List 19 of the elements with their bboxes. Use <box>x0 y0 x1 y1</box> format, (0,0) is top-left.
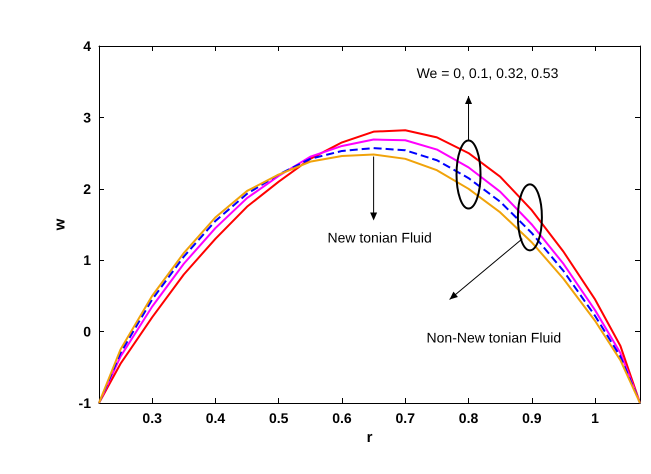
x-tick-label: 0.8 <box>458 410 478 426</box>
x-axis-title: r <box>366 428 373 446</box>
x-tick-label: 0.5 <box>268 410 289 426</box>
y-axis-title: w <box>52 218 69 232</box>
x-tick-label: 0.9 <box>522 410 542 426</box>
annotation: New tonian Fluid <box>327 230 432 246</box>
y-tick-label: 2 <box>83 180 92 197</box>
x-tick-label: 0.6 <box>332 410 352 426</box>
y-tick-label: 1 <box>83 252 92 268</box>
x-tick-label: 0.4 <box>206 410 226 426</box>
y-tick-label: -1 <box>78 395 92 411</box>
x-tick-label: 1 <box>591 410 600 426</box>
x-tick-label: 0.7 <box>396 410 416 426</box>
y-tick-label: 4 <box>83 38 92 54</box>
x-tick-label: 0.3 <box>142 410 162 426</box>
annotation: Non-New tonian Fluid <box>426 329 562 346</box>
annotation: We = 0, 0.1, 0.32, 0.53 <box>416 65 559 82</box>
y-tick-label: 3 <box>83 109 92 126</box>
y-tick-label: 0 <box>83 324 92 340</box>
